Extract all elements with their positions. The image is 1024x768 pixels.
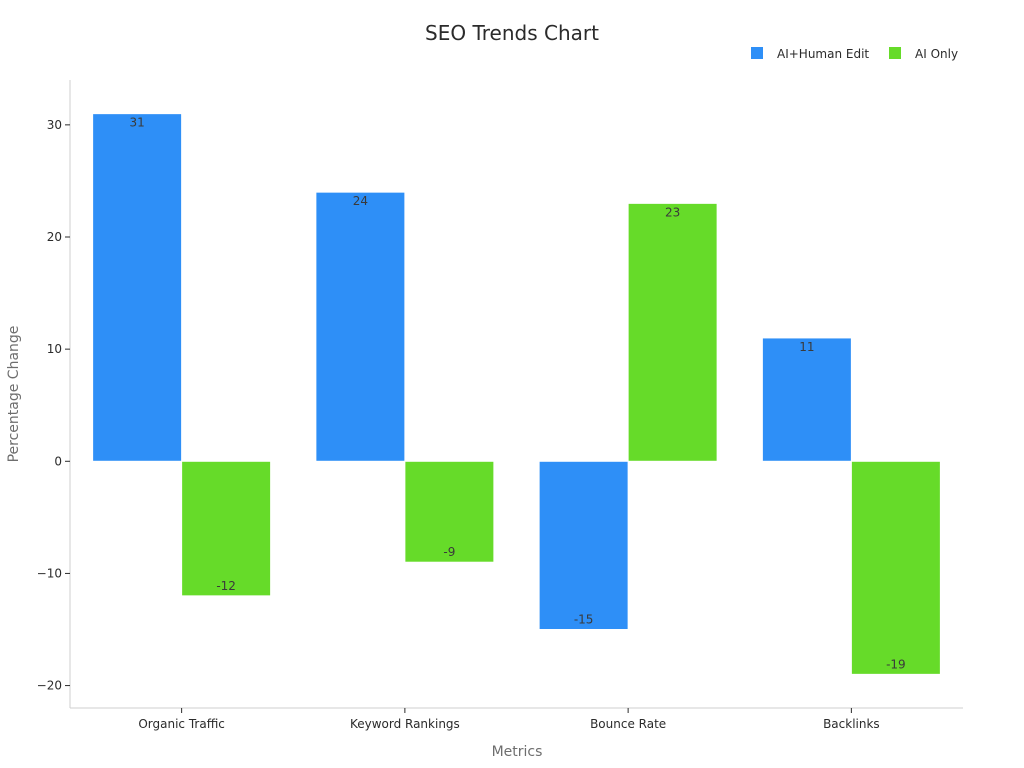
y-tick-label: 0: [54, 454, 62, 468]
bar-value-label: 24: [353, 194, 368, 208]
bar: [181, 460, 272, 597]
legend-label: AI+Human Edit: [777, 47, 869, 61]
axes: 30 20 10 0 −10 −20 Organic Traffic Keyword Rank…: [37, 80, 963, 731]
bar: [538, 460, 629, 630]
bar: [850, 460, 941, 675]
bar: [627, 202, 718, 462]
legend-swatch: [751, 47, 763, 59]
bar-value-label: 31: [129, 116, 144, 130]
x-tick-label: Keyword Rankings: [350, 717, 460, 731]
x-axis-label: Metrics: [492, 744, 543, 760]
y-axis-label: Percentage Change: [6, 326, 22, 463]
y-tick-label: 20: [47, 230, 62, 244]
legend-swatch: [889, 47, 901, 59]
chart-title: SEO Trends Chart: [425, 21, 599, 45]
bar: [404, 460, 495, 563]
bar-value-label: -15: [574, 613, 594, 627]
bar: [92, 113, 183, 462]
legend-label: AI Only: [915, 47, 958, 61]
y-tick-label: 30: [47, 118, 62, 132]
bar: [761, 337, 852, 462]
bars: 31 -12 24 -9 -15 23 11 -19: [92, 113, 941, 675]
legend: AI+Human Edit AI Only: [751, 47, 958, 61]
bar-value-label: -9: [443, 545, 455, 559]
x-tick-label: Bounce Rate: [590, 717, 666, 731]
x-tick-label: Backlinks: [823, 717, 880, 731]
y-tick-label: −10: [37, 566, 62, 580]
bar-value-label: 23: [665, 205, 680, 219]
bar-value-label: 11: [799, 340, 814, 354]
y-tick-label: 10: [47, 342, 62, 356]
bar: [315, 191, 406, 462]
x-tick-label: Organic Traffic: [138, 717, 225, 731]
bar-value-label: -19: [886, 657, 906, 671]
bar-value-label: -12: [216, 579, 236, 593]
y-tick-label: −20: [37, 679, 62, 693]
